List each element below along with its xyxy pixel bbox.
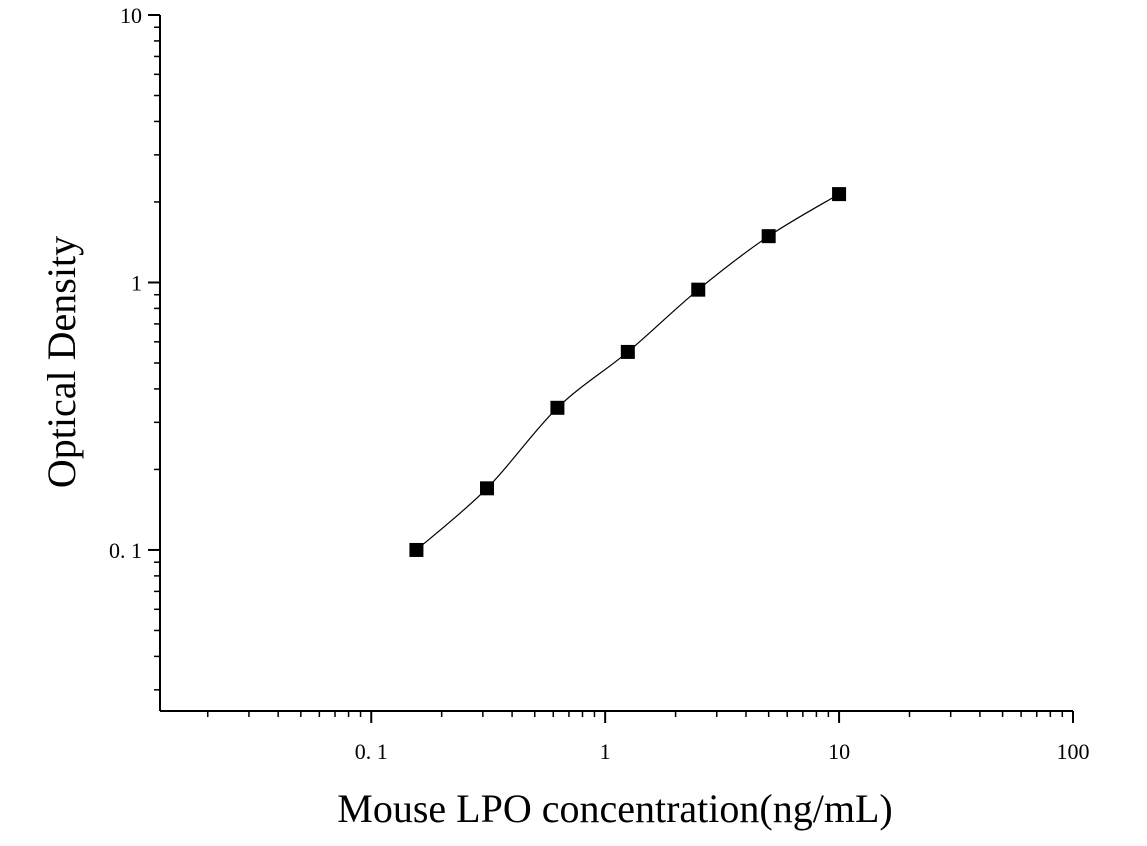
y-tick-label: 1 [131, 270, 142, 295]
data-point [691, 282, 706, 297]
x-axis-label: Mouse LPO concentration(ng/mL) [337, 786, 892, 831]
y-tick-label: 0. 1 [109, 538, 142, 563]
data-point [620, 344, 635, 359]
x-tick-label: 10 [828, 739, 850, 764]
fit-curve [416, 193, 840, 551]
x-tick-label: 100 [1057, 739, 1090, 764]
data-point [761, 229, 776, 244]
x-tick-label: 0. 1 [355, 739, 388, 764]
data-point [480, 481, 495, 496]
x-tick-label: 1 [600, 739, 611, 764]
data-point [832, 187, 847, 202]
data-point [550, 400, 565, 415]
data-points [409, 187, 847, 557]
fit-curve-layer [416, 193, 840, 551]
axes: 0. 1 1 10 100 0. 1 1 10 [109, 3, 1090, 764]
data-point [409, 542, 424, 557]
y-axis-label: Optical Density [39, 236, 84, 488]
y-tick-label: 10 [120, 3, 142, 28]
